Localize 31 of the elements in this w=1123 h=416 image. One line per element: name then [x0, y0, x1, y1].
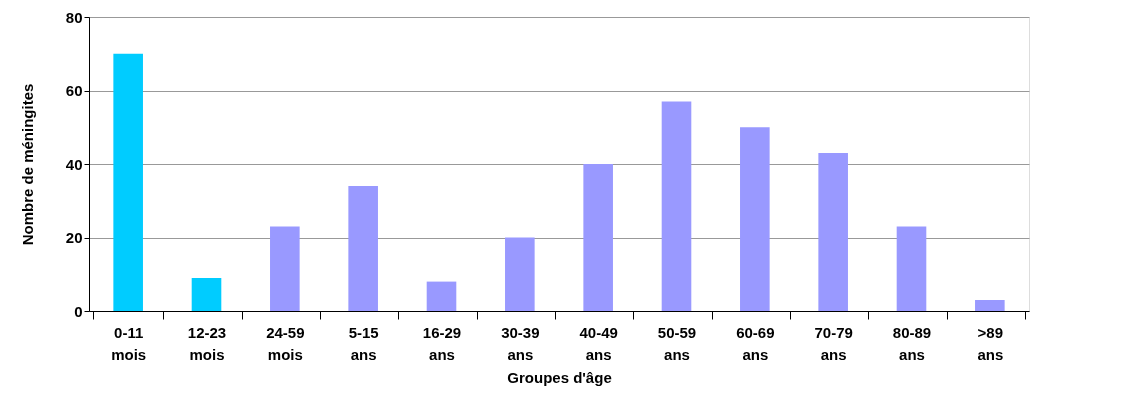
bar — [426, 281, 457, 311]
bar — [505, 237, 535, 311]
bar — [270, 226, 300, 311]
x-tick-label: 30-39 ans — [501, 323, 540, 363]
bar — [191, 277, 222, 311]
bar — [818, 152, 848, 311]
y-tick-label: 20 — [65, 229, 83, 246]
bar — [661, 101, 692, 311]
x-tick-label: 5-15 ans — [348, 323, 379, 363]
y-axis-title: Nombre de méningites — [18, 83, 36, 246]
bar — [896, 226, 927, 311]
x-axis-title: Groupes d'âge — [507, 368, 612, 386]
y-tick-label: 60 — [65, 82, 83, 99]
y-tick-label: 80 — [65, 8, 83, 26]
bar — [975, 299, 1005, 311]
x-tick-label: 16-29 ans — [422, 323, 462, 363]
bar — [348, 186, 378, 311]
y-tick-label: 0 — [74, 302, 83, 320]
x-tick-label: 40-49 ans — [579, 323, 618, 363]
x-tick-label: 60-69 ans — [736, 323, 775, 363]
x-tick-label: 24-59 mois — [266, 323, 305, 363]
x-tick-label: 80-89 ans — [892, 323, 932, 363]
y-tick-label: 40 — [65, 155, 83, 173]
bar — [583, 164, 613, 311]
bar — [113, 53, 143, 311]
x-tick-label: 0-11 mois — [111, 323, 147, 363]
x-tick-label: 12-23 mois — [187, 323, 227, 363]
x-tick-label: >89 ans — [977, 323, 1004, 363]
x-tick-label: 50-59 ans — [657, 323, 697, 363]
x-tick-label: 70-79 ans — [814, 323, 853, 363]
bar — [740, 127, 770, 311]
